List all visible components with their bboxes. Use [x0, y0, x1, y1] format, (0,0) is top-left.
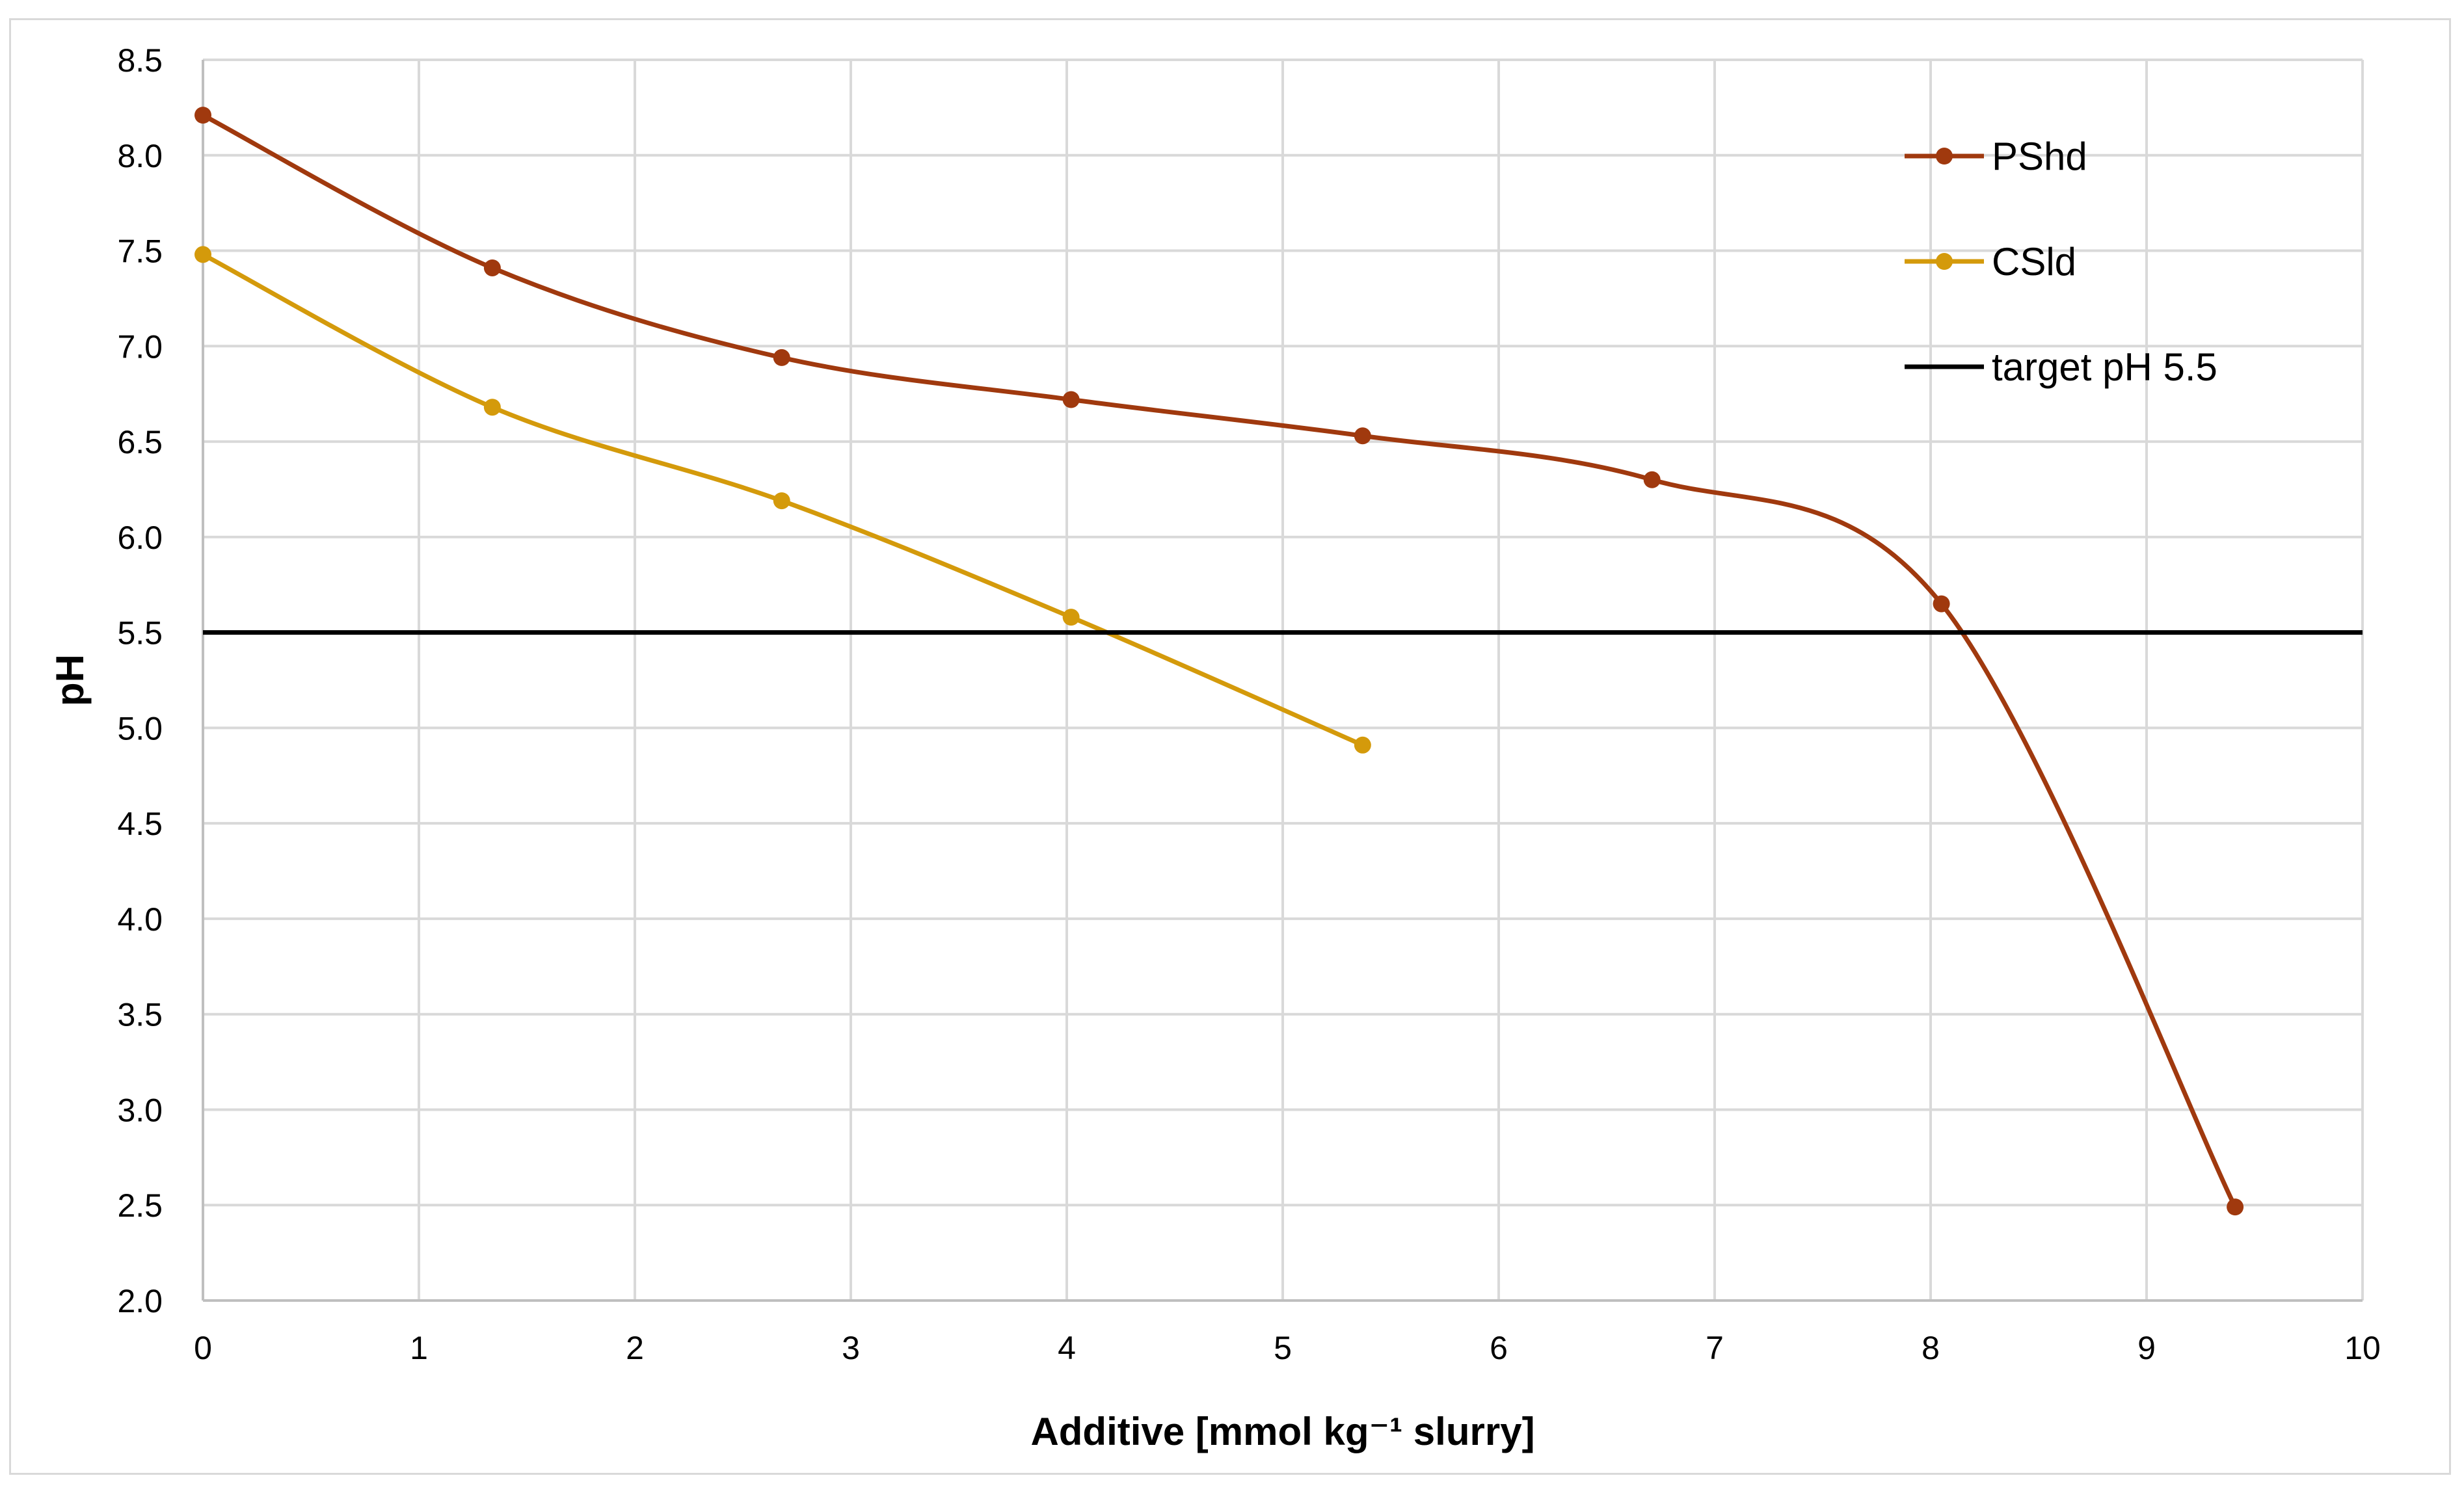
series-pshd [194, 107, 2244, 1216]
y-tick-label: 6.5 [117, 424, 163, 460]
y-tick-label: 5.0 [117, 710, 163, 746]
data-point [1354, 736, 1371, 754]
y-tick-label: 6.0 [117, 520, 163, 556]
y-axis-title: pH [48, 654, 92, 706]
y-tick-label: 4.0 [117, 901, 163, 938]
x-tick-label: 4 [1058, 1330, 1076, 1366]
y-tick-labels: 2.0 2.5 3.0 3.5 4.0 4.5 5.0 5.5 6.0 6.5 7.0 7.5 8.0 8… [117, 42, 163, 1319]
data-point [194, 107, 211, 124]
y-tick-label: 4.5 [117, 806, 163, 842]
data-point [483, 259, 501, 276]
y-tick-label: 7.0 [117, 328, 163, 365]
x-axis-title: Additive [mmol kg⁻¹ slurry] [1030, 1410, 1534, 1453]
x-tick-label: 1 [410, 1330, 428, 1366]
chart-frame [9, 18, 2451, 1475]
data-point [194, 246, 211, 263]
legend-label: CSld [1992, 240, 2076, 284]
x-tick-label: 10 [2344, 1330, 2381, 1366]
data-point [1643, 471, 1661, 488]
series-layer [194, 107, 2363, 1216]
series-line [202, 113, 2238, 1208]
y-tick-label: 7.5 [117, 233, 163, 270]
y-tick-label: 5.5 [117, 615, 163, 652]
x-tick-label: 8 [1922, 1330, 1940, 1366]
x-tick-label: 3 [842, 1330, 860, 1366]
data-point [773, 492, 790, 510]
x-tick-label: 5 [1274, 1330, 1292, 1366]
legend-entry: PShd [1905, 135, 2087, 178]
data-point [1062, 609, 1080, 626]
legend-label: target pH 5.5 [1992, 345, 2217, 389]
x-tick-label: 0 [194, 1330, 212, 1366]
y-tick-label: 2.0 [117, 1283, 163, 1319]
legend-label: PShd [1992, 135, 2087, 178]
x-tick-label: 7 [1706, 1330, 1724, 1366]
axes [202, 60, 2363, 1302]
data-point [1062, 391, 1080, 408]
series-csld [194, 246, 1371, 754]
y-tick-label: 8.5 [117, 42, 163, 79]
legend-entry: CSld [1905, 240, 2076, 284]
data-point [773, 349, 790, 366]
legend: PShd CSld target pH 5.5 [1905, 135, 2217, 389]
x-tick-label: 6 [1490, 1330, 1508, 1366]
data-point [1354, 427, 1371, 445]
legend-entry: target pH 5.5 [1905, 345, 2217, 389]
legend-swatch-marker [1936, 253, 1953, 270]
y-tick-label: 3.5 [117, 997, 163, 1033]
data-point [2227, 1198, 2244, 1216]
y-tick-label: 2.5 [117, 1187, 163, 1224]
y-tick-label: 3.0 [117, 1092, 163, 1128]
x-tick-labels: 0 1 2 3 4 5 6 7 8 9 10 [194, 1330, 2381, 1366]
data-point [1933, 595, 1950, 613]
x-tick-label: 9 [2137, 1330, 2156, 1366]
data-point [483, 399, 501, 416]
y-tick-label: 8.0 [117, 138, 163, 174]
x-tick-label: 2 [626, 1330, 644, 1366]
legend-swatch-marker [1936, 148, 1953, 165]
